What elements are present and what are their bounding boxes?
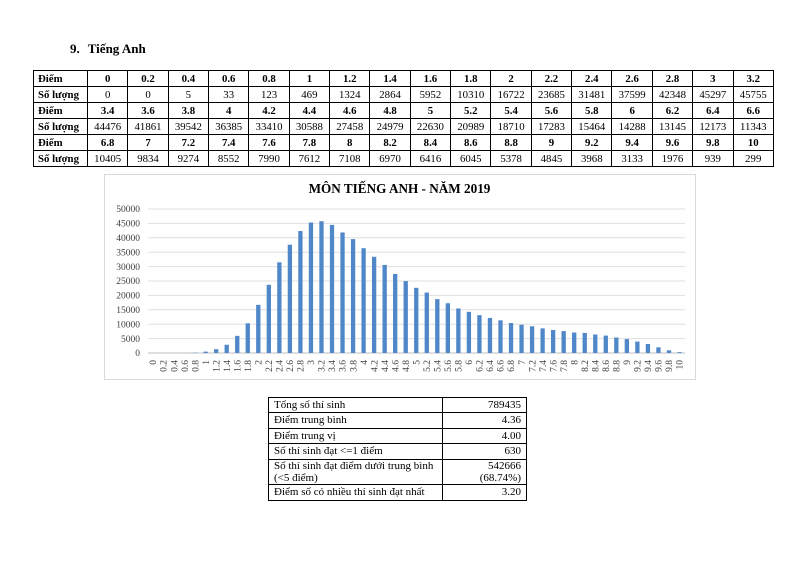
svg-text:3.6: 3.6 [339,360,349,372]
svg-text:8.6: 8.6 [602,360,612,372]
svg-text:4: 4 [360,360,370,365]
svg-text:7.6: 7.6 [549,360,559,372]
svg-text:6.8: 6.8 [507,360,517,372]
svg-text:1.8: 1.8 [244,360,254,372]
svg-text:3: 3 [307,360,317,365]
svg-text:7: 7 [518,360,528,365]
svg-text:2.6: 2.6 [286,360,296,372]
svg-text:0: 0 [135,349,140,359]
svg-text:8.8: 8.8 [613,360,623,372]
svg-text:40000: 40000 [116,234,140,244]
svg-text:5.8: 5.8 [455,360,465,372]
svg-text:25000: 25000 [116,277,140,287]
svg-text:0.6: 0.6 [181,360,191,372]
svg-text:9: 9 [623,360,633,365]
svg-text:2.8: 2.8 [297,360,307,372]
svg-text:4.6: 4.6 [391,360,401,372]
svg-text:9.6: 9.6 [655,360,665,372]
svg-text:2.4: 2.4 [276,360,286,372]
svg-text:3.8: 3.8 [349,360,359,372]
svg-text:4.8: 4.8 [402,360,412,372]
svg-text:9.4: 9.4 [644,360,654,372]
svg-text:0.8: 0.8 [191,360,201,372]
svg-text:7.4: 7.4 [539,360,549,372]
svg-text:45000: 45000 [116,220,140,230]
svg-text:7.8: 7.8 [560,360,570,372]
svg-text:3.4: 3.4 [328,360,338,372]
svg-text:1.4: 1.4 [223,360,233,372]
svg-text:6.4: 6.4 [486,360,496,372]
svg-text:10: 10 [676,360,686,370]
svg-text:0.4: 0.4 [170,360,180,372]
svg-text:6.6: 6.6 [497,360,507,372]
svg-text:35000: 35000 [116,248,140,258]
svg-text:2.2: 2.2 [265,360,275,372]
svg-text:5.4: 5.4 [434,360,444,372]
svg-text:1.6: 1.6 [233,360,243,372]
svg-text:5.6: 5.6 [444,360,454,372]
svg-text:8: 8 [570,360,580,365]
svg-text:3.2: 3.2 [318,360,328,372]
svg-text:5.2: 5.2 [423,360,433,372]
svg-text:6: 6 [465,360,475,365]
svg-text:6.2: 6.2 [476,360,486,372]
svg-text:7.2: 7.2 [528,360,538,372]
svg-text:8.2: 8.2 [581,360,591,372]
svg-text:4.2: 4.2 [370,360,380,372]
svg-text:30000: 30000 [116,263,140,273]
svg-text:4.4: 4.4 [381,360,391,372]
svg-text:1: 1 [202,360,212,365]
svg-text:5: 5 [412,360,422,365]
svg-text:20000: 20000 [116,292,140,302]
svg-text:5000: 5000 [121,335,140,345]
svg-text:0.2: 0.2 [160,360,170,372]
svg-text:50000: 50000 [116,205,140,215]
svg-text:9.8: 9.8 [665,360,675,372]
svg-text:0: 0 [149,360,159,365]
svg-text:9.2: 9.2 [634,360,644,372]
svg-text:8.4: 8.4 [591,360,601,372]
svg-text:10000: 10000 [116,320,140,330]
svg-text:1.2: 1.2 [212,360,222,372]
svg-text:2: 2 [255,360,265,365]
svg-text:15000: 15000 [116,306,140,316]
